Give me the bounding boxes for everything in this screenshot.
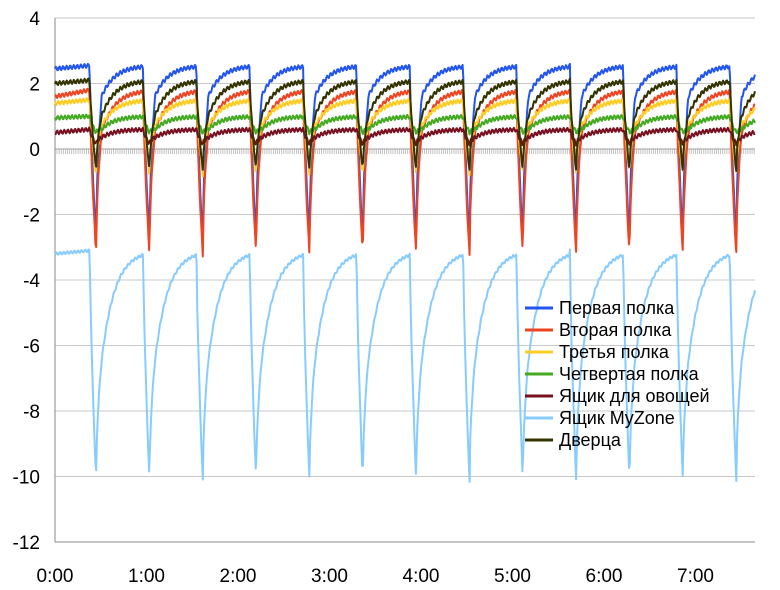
- legend-label: Четвертая полка: [559, 364, 700, 384]
- legend-label: Ящик для овощей: [559, 386, 710, 406]
- series-line-1: [54, 62, 756, 243]
- x-tick-label: 6:00: [586, 566, 623, 587]
- zero-line-minor-ticks: [56, 149, 755, 154]
- series-line-6: [54, 248, 756, 483]
- x-tick-label: 4:00: [403, 566, 440, 587]
- legend-label: Третья полка: [559, 342, 670, 362]
- series-line-4: [54, 113, 756, 136]
- y-tick-label: 2: [29, 75, 40, 96]
- y-axis-ticks: 4 2 0 -2 -4 -6 -8 -10 -12: [13, 9, 41, 554]
- series-line-7: [54, 77, 756, 172]
- series-line-5: [54, 126, 756, 147]
- x-tick-label: 7:00: [677, 566, 714, 587]
- x-tick-label: 0:00: [37, 566, 74, 587]
- y-tick-label: -8: [23, 402, 40, 423]
- series-lines: [54, 62, 756, 483]
- grid-lines: [54, 17, 755, 543]
- y-tick-label: -10: [13, 468, 40, 489]
- series-line-3: [54, 97, 756, 178]
- x-tick-label: 1:00: [128, 566, 165, 587]
- legend-label: Вторая полка: [559, 320, 672, 340]
- y-tick-label: 4: [29, 9, 40, 30]
- y-tick-label: -2: [23, 206, 40, 227]
- legend-label: Ящик MyZone: [559, 408, 675, 428]
- legend-label: Дверца: [559, 430, 622, 450]
- y-tick-label: -12: [13, 533, 40, 554]
- legend-label: Первая полка: [559, 298, 675, 318]
- x-tick-label: 5:00: [494, 566, 531, 587]
- x-axis-ticks: 0:00 1:00 2:00 3:00 4:00 5:00 6:00 7:00: [37, 566, 715, 587]
- y-tick-label: -4: [23, 271, 40, 292]
- y-tick-label: -6: [23, 337, 40, 358]
- x-tick-label: 2:00: [220, 566, 257, 587]
- y-tick-label: 0: [29, 140, 40, 161]
- x-tick-label: 3:00: [311, 566, 348, 587]
- series-line-2: [54, 87, 756, 258]
